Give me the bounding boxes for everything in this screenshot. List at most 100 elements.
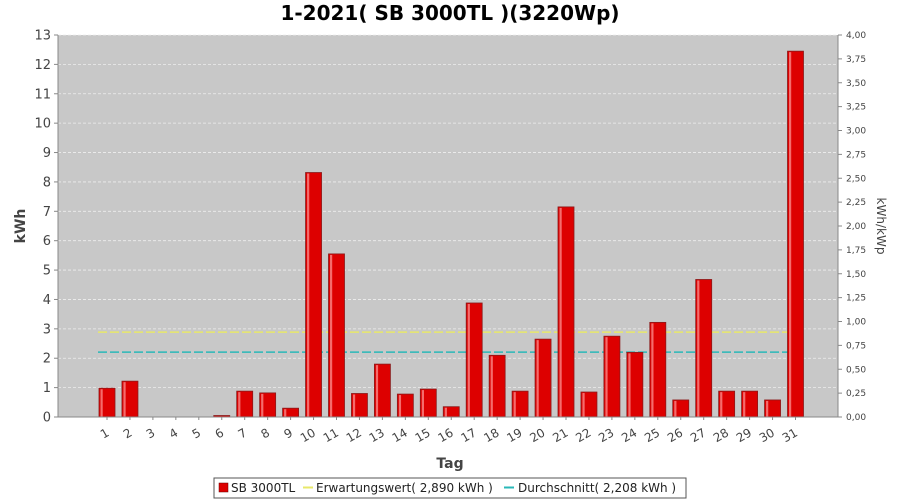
x-tick-label: 11: [321, 425, 341, 445]
bar-highlight: [674, 400, 677, 417]
x-tick-label: 30: [757, 425, 777, 445]
y-tick-label: 9: [43, 146, 51, 161]
x-tick-label: 25: [642, 425, 662, 445]
x-tick-label: 20: [527, 425, 547, 445]
x-tick-label: 13: [367, 425, 387, 445]
x-tick-label: 31: [780, 425, 800, 445]
x-axis-ticks: 1 2 3 4 5 6 7 8 9 10 11 12 13 14 15 16 17 18 19 20 21 22 23 24 2…: [98, 417, 800, 445]
bar-highlight: [100, 389, 103, 417]
y2-tick-label: 2,75: [846, 150, 866, 160]
y2-tick-label: 1,50: [846, 270, 866, 280]
bar-highlight: [559, 207, 562, 417]
x-tick-label: 27: [688, 425, 708, 445]
x-tick-label: 9: [281, 425, 295, 441]
x-tick-label: 23: [596, 425, 616, 445]
bar-highlight: [651, 323, 654, 417]
x-tick-label: 24: [619, 425, 639, 445]
plot-area: [58, 35, 838, 417]
bar-highlight: [238, 392, 241, 417]
x-tick-label: 16: [436, 425, 456, 445]
y2-tick-label: 0,00: [846, 413, 866, 423]
x-tick-label: 2: [121, 425, 135, 441]
x-axis-label: Tag: [436, 456, 463, 472]
y-tick-label: 6: [43, 234, 51, 249]
bar-highlight: [330, 254, 333, 417]
bar-highlight: [444, 407, 447, 417]
legend: SB 3000TL Erwartungswert( 2,890 kWh ) Du…: [213, 477, 687, 499]
bar-layer: [98, 50, 804, 418]
x-tick-label: 18: [481, 425, 501, 445]
y2-tick-label: 3,25: [846, 103, 866, 113]
y2-tick-label: 2,25: [846, 198, 866, 208]
y-tick-label: 5: [43, 264, 51, 279]
x-tick-label: 7: [236, 425, 250, 441]
legend-label-average: Durchschnitt( 2,208 kWh ): [518, 481, 676, 495]
x-tick-label: 1: [98, 425, 112, 441]
bar-highlight: [307, 173, 310, 417]
y-tick-label: 8: [43, 175, 51, 190]
legend-swatch-bar: [218, 482, 229, 493]
bar-highlight: [789, 52, 792, 418]
y-tick-label: 4: [43, 293, 51, 308]
y-tick-label: 1: [43, 381, 51, 396]
y2-tick-label: 0,50: [846, 365, 866, 375]
y2-axis-ticks: 0,00 0,25 0,50 0,75 1,00 1,25 1,50 1,75 2,00 2,25…: [838, 31, 866, 423]
legend-label-series: SB 3000TL: [231, 481, 296, 495]
x-tick-label: 8: [259, 425, 273, 441]
y-tick-label: 0: [43, 411, 51, 426]
x-tick-label: 19: [504, 425, 524, 445]
x-tick-label: 21: [550, 425, 570, 445]
x-tick-label: 4: [167, 425, 181, 441]
x-tick-label: 22: [573, 425, 593, 445]
y2-tick-label: 3,00: [846, 127, 866, 137]
y2-tick-label: 1,75: [846, 246, 866, 256]
bar-highlight: [720, 392, 723, 417]
bar-highlight: [375, 365, 379, 417]
y2-tick-label: 3,75: [846, 55, 866, 65]
y-tick-label: 10: [34, 117, 51, 132]
reference-lines: [98, 331, 800, 353]
y2-tick-label: 0,25: [846, 389, 866, 399]
y2-axis-label: kWh/kWp: [874, 198, 888, 255]
x-tick-label: 17: [458, 425, 478, 445]
bar-highlight: [421, 390, 424, 417]
y2-tick-label: 3,50: [846, 79, 866, 89]
bar-highlight: [697, 280, 700, 417]
bar-highlight: [261, 393, 264, 417]
x-tick-label: 6: [213, 425, 227, 441]
bar-highlight: [123, 382, 126, 417]
bar-highlight: [536, 340, 539, 417]
y-tick-label: 7: [43, 205, 51, 220]
x-tick-label: 3: [144, 425, 158, 441]
y2-tick-label: 0,75: [846, 341, 866, 351]
bar-highlight: [398, 395, 402, 417]
bar-highlight: [284, 409, 287, 417]
y-tick-label: 12: [34, 58, 51, 73]
y-tick-label: 2: [43, 352, 51, 367]
y-axis-label: kWh: [13, 209, 29, 244]
bar-highlight: [467, 303, 470, 417]
y2-tick-label: 2,00: [846, 222, 866, 232]
chart-title: 1-2021( SB 3000TL )(3220Wp): [280, 1, 619, 25]
x-tick-label: 10: [298, 425, 318, 445]
bar-highlight: [766, 400, 769, 417]
y-tick-label: 13: [34, 29, 51, 44]
bar-highlight: [628, 353, 631, 417]
bar-highlight: [605, 337, 608, 417]
x-tick-label: 28: [711, 425, 731, 445]
bar-highlight: [490, 356, 493, 417]
x-tick-label: 29: [734, 425, 754, 445]
y2-tick-label: 2,50: [846, 174, 866, 184]
x-tick-label: 5: [190, 425, 204, 441]
x-tick-label: 12: [344, 425, 364, 445]
y2-tick-label: 4,00: [846, 31, 866, 41]
bar-highlight: [743, 392, 746, 417]
bar-highlight: [513, 392, 516, 417]
y2-tick-label: 1,25: [846, 294, 866, 304]
x-tick-label: 26: [665, 425, 685, 445]
legend-label-expectation: Erwartungswert( 2,890 kWh ): [316, 481, 493, 495]
bar-highlight: [582, 393, 585, 417]
x-tick-label: 14: [390, 425, 410, 445]
